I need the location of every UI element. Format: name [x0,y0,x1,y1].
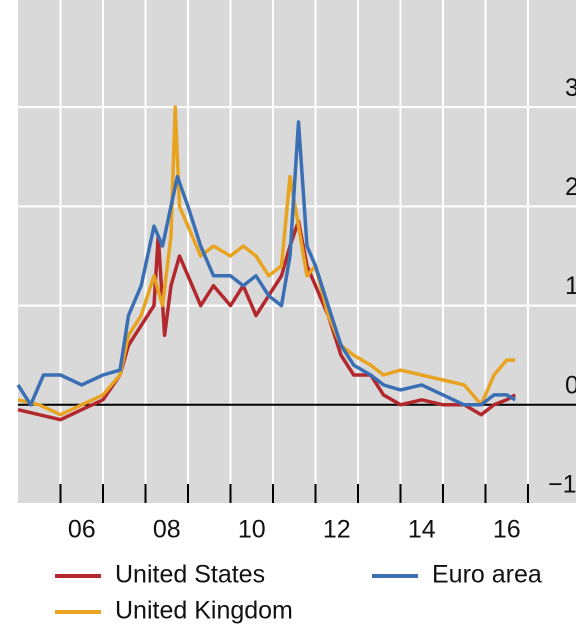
x-tick-label: 14 [408,516,436,544]
y-tick-label: −1 [548,471,576,499]
y-tick-label: 2 [565,173,576,201]
x-tick-label: 16 [493,516,521,544]
y-tick-label: 1 [565,272,576,300]
y-tick-label: 3 [565,74,576,102]
series-line [16,120,517,407]
legend-label: United Kingdom [115,597,293,625]
x-tick-label: 06 [68,516,96,544]
series-line [17,105,516,417]
plot-background [18,0,576,504]
series-line [17,219,517,422]
x-tick-label: 10 [238,516,266,544]
legend-label: United States [115,561,265,589]
x-tick-label: 08 [153,516,181,544]
x-tick-label: 12 [323,516,351,544]
y-tick-label: 0 [565,371,576,399]
legend-label: Euro area [432,561,542,589]
